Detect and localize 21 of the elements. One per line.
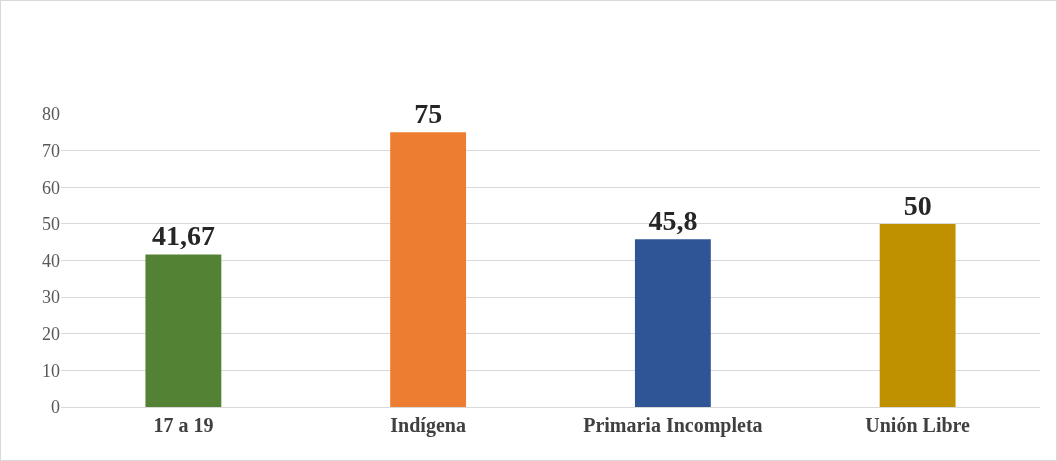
y-tick-label: 40 <box>42 250 60 271</box>
y-tick-label: 80 <box>42 104 60 125</box>
x-tick-label: Indígena <box>390 414 466 437</box>
x-tick-label: Unión Libre <box>865 414 971 436</box>
x-tick-label: 17 a 19 <box>153 414 214 436</box>
data-label: 41,67 <box>151 220 215 252</box>
bar <box>634 239 711 407</box>
data-label: 75 <box>414 98 443 130</box>
y-tick-label: 10 <box>42 360 60 381</box>
y-tick-label: 60 <box>42 177 60 198</box>
data-label: 45,8 <box>648 205 698 237</box>
x-tick-label: Primaria Incompleta <box>583 414 763 437</box>
y-tick-label: 0 <box>51 397 60 418</box>
y-tick-label: 70 <box>42 140 60 161</box>
y-tick-label: 50 <box>42 214 60 235</box>
bar <box>879 223 956 407</box>
y-tick-label: 30 <box>42 287 60 308</box>
y-tick-label: 20 <box>42 324 60 345</box>
data-label: 50 <box>903 189 932 221</box>
bar <box>390 132 467 407</box>
bar <box>145 254 222 407</box>
